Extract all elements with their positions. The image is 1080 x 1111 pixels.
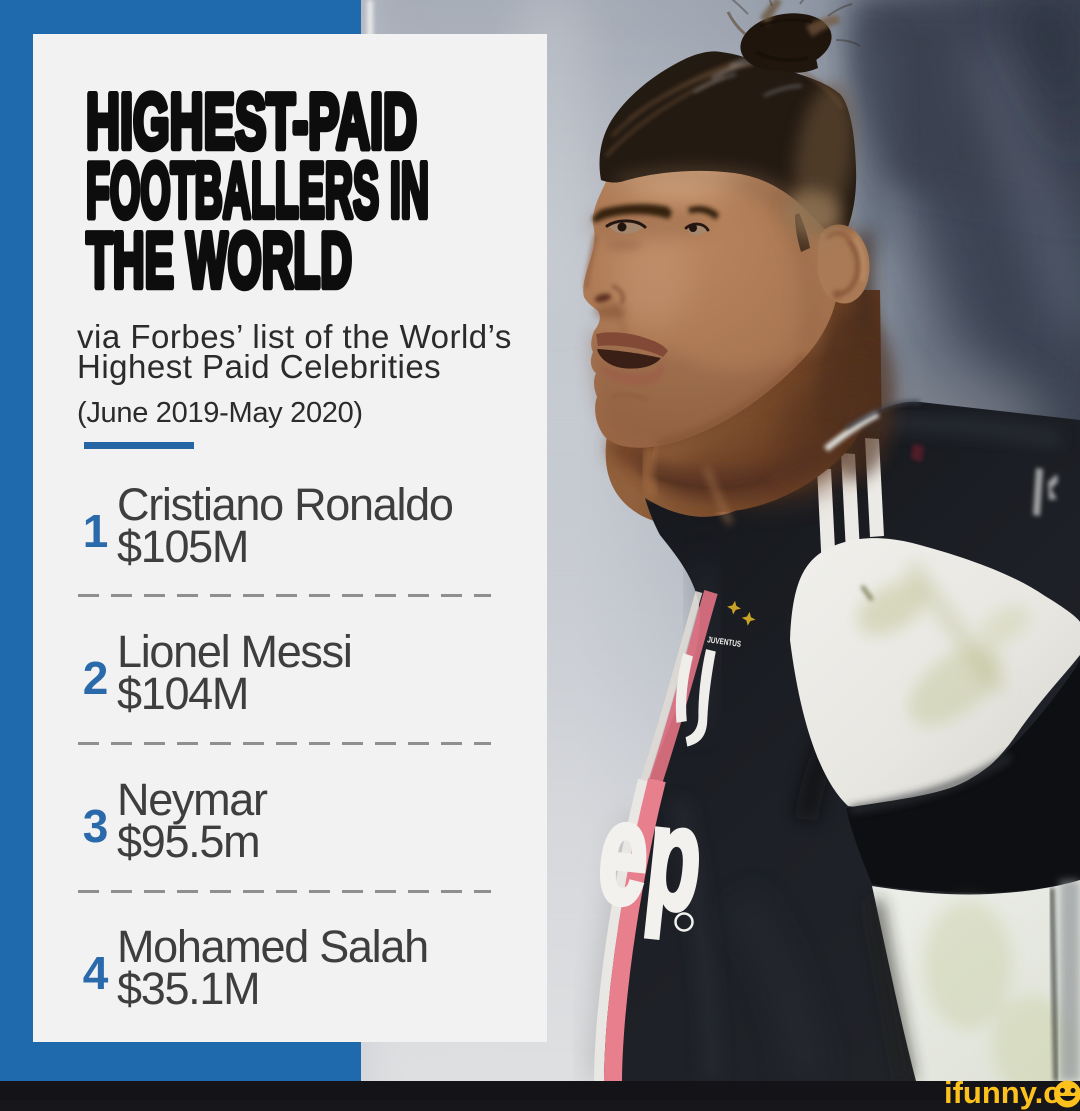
svg-text:JUVENTUS: JUVENTUS: [707, 634, 742, 649]
svg-text:THE WORLD: THE WORLD: [86, 216, 352, 304]
svg-text:FOOTBALLERS IN: FOOTBALLERS IN: [86, 146, 429, 234]
svg-text:ep: ep: [592, 771, 710, 942]
svg-text:HIGHEST-PAID: HIGHEST-PAID: [86, 77, 417, 165]
